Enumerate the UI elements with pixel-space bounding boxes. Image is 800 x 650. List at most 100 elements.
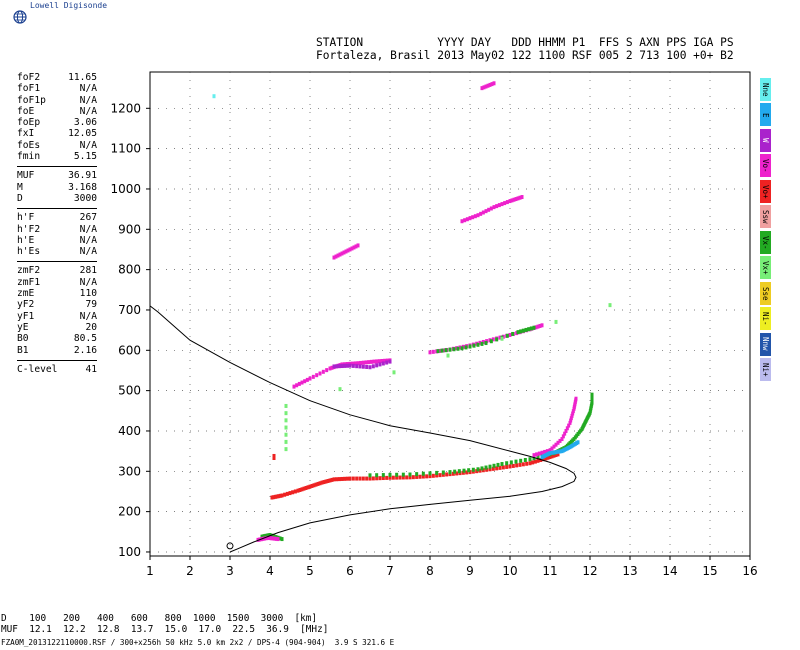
legend-label: Vo- [761,159,770,173]
echo-point [336,253,340,258]
echo-point [436,349,440,354]
param-row: foE N/A [17,106,97,117]
echo-point [448,347,452,352]
echo-point [375,473,379,478]
logo-text: Lowell Digisonde [30,1,108,10]
legend-label: Nnw [761,337,770,352]
echo-point [340,476,344,481]
echo-point [455,471,459,476]
echo-point [338,387,342,392]
echo-point [552,453,556,458]
param-name: h'F [17,212,35,224]
echo-point [532,325,536,330]
y-tick-label: 100 [118,545,141,559]
param-row: foF2 11.65 [17,72,97,83]
param-value: 267 [79,212,97,224]
echo-point [375,363,379,368]
echo-point [367,360,371,365]
echo-point [270,533,274,538]
echo-point [411,475,415,480]
param-value: N/A [79,83,97,95]
echo-point [465,470,469,475]
echo-point [270,495,274,500]
param-row: foF1p N/A [17,95,97,106]
legend-item: Nne [760,78,771,101]
echo-point [576,440,580,445]
echo-point [395,472,399,477]
param-value: 281 [79,265,97,277]
echo-point [425,474,429,479]
echo-point [322,480,326,485]
y-tick-label: 1200 [110,101,141,115]
param-name: B0 [17,333,29,345]
legend-item: Vo+ [760,179,771,203]
echo-point [484,341,488,346]
y-tick-label: 700 [118,303,141,317]
echo-point [310,483,314,488]
echo-point [525,461,529,466]
echo-point [488,467,492,472]
param-row: B0 80.5 [17,333,97,344]
echo-point [491,466,495,471]
scaled-parameters-panel: foF2 11.65 foF1 N/A foF1p N/A foE N/A foEp 3.06 fx… [17,72,97,375]
param-row: foEs N/A [17,140,97,151]
param-value: 3.06 [73,117,97,129]
legend-item: Nnw [760,332,771,356]
echo-point [480,466,484,471]
param-row: C-level 41 [17,364,97,375]
param-value: N/A [79,234,97,246]
echo-point [304,485,308,490]
echo-point [484,84,488,89]
echo-point [495,337,499,342]
echo-point [268,536,272,541]
echo-point [484,465,488,470]
echo-point [444,348,448,353]
echo-point [271,536,275,541]
echo-point [431,473,435,478]
echo-point [435,470,439,475]
echo-point [340,364,344,369]
echo-point [332,364,336,369]
legend-item: W [760,128,771,152]
echo-point [521,328,525,333]
legend-label: Sse [761,286,770,301]
echo-point [546,455,550,460]
echo-point [305,377,309,382]
echo-point [472,343,476,348]
echo-point [311,374,315,379]
echo-point [345,476,349,481]
echo-point [552,444,556,449]
echo-point [273,494,277,499]
param-name: foF2 [17,72,41,83]
echo-point [398,475,402,480]
legend-label: Nne [761,82,770,97]
echo-point [278,493,282,498]
x-tick-label: 3 [226,564,234,578]
param-value: 3.168 [68,181,97,193]
echo-point [511,463,515,468]
echo-point [371,476,375,481]
echo-point [563,431,567,436]
echo-point [514,197,518,202]
echo-point [545,449,549,454]
echo-point [500,202,504,207]
echo-point [453,469,457,474]
echo-point [519,329,523,334]
echo-point [540,450,544,455]
echo-point [486,83,490,88]
echo-point [461,470,465,475]
legend-item: Ni+ [760,358,771,382]
echo-point [330,365,334,370]
echo-point [295,383,299,388]
echo-point [451,471,455,476]
echo-point [356,243,360,248]
echo-point [438,473,442,478]
echo-point [308,376,312,381]
echo-point [529,326,533,331]
echo-point [334,254,338,259]
echo-point [558,449,562,454]
echo-point [534,325,538,330]
echo-point [528,461,532,466]
echo-point [335,477,339,482]
echo-point [495,204,499,209]
